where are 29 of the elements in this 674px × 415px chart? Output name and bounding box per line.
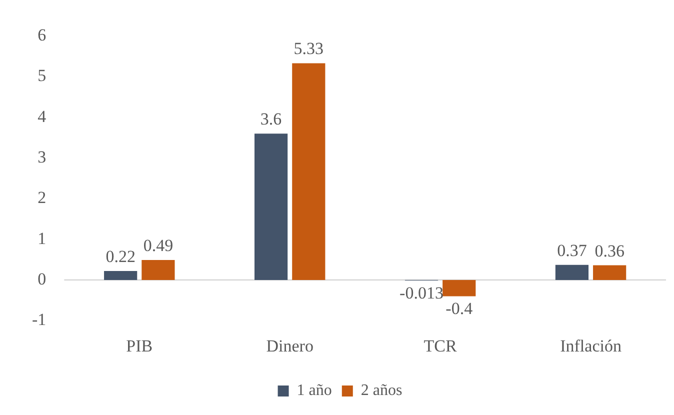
data-label: 3.6 <box>260 110 282 129</box>
y-tick-label: 4 <box>38 106 47 126</box>
y-tick-label: 3 <box>38 147 46 166</box>
data-label: 5.33 <box>294 39 324 58</box>
data-label: 0.22 <box>106 246 136 266</box>
y-tick-label: 5 <box>38 66 46 86</box>
y-tick-label: 2 <box>38 188 46 208</box>
y-tick-label: 0 <box>38 269 46 288</box>
data-label: 0.37 <box>557 240 588 260</box>
legend-label: 2 años <box>360 382 402 400</box>
data-label: 0.49 <box>143 236 174 255</box>
y-tick-label: 1 <box>38 228 46 248</box>
x-tick-label: PIB <box>126 336 153 356</box>
legend-label: 1 año <box>296 382 332 400</box>
y-tick-label: 6 <box>38 25 46 44</box>
data-label: -0.013 <box>400 283 444 302</box>
data-label: 0.36 <box>594 241 624 260</box>
x-tick-label: TCR <box>424 336 458 356</box>
bar <box>442 280 476 296</box>
y-tick-label: -1 <box>32 310 46 330</box>
bar <box>555 264 589 280</box>
x-tick-label: Dinero <box>266 336 314 356</box>
bar <box>292 63 326 280</box>
data-label: -0.4 <box>446 299 474 318</box>
bar <box>142 260 175 280</box>
bar <box>254 134 288 280</box>
x-tick-label: Inflación <box>560 336 622 356</box>
bar <box>104 271 138 280</box>
bar <box>593 265 626 280</box>
